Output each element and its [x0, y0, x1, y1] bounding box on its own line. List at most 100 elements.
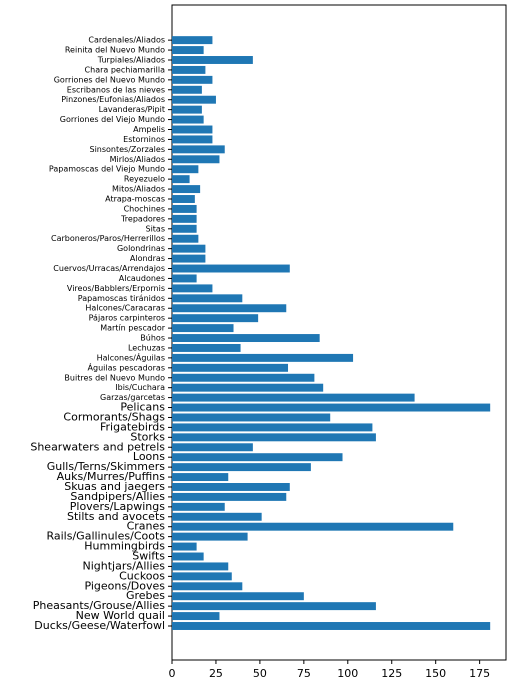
- bar: [172, 56, 253, 64]
- bar: [172, 65, 206, 74]
- y-tick-label: Estorninos: [123, 135, 165, 144]
- y-tick-label: Ibis/Cuchara: [115, 383, 165, 392]
- x-tick-label: 50: [253, 667, 267, 680]
- bar: [172, 492, 287, 501]
- x-tick-label: 125: [381, 667, 402, 680]
- bar: [172, 334, 320, 343]
- bar: [172, 204, 197, 213]
- y-tick-label: Papamoscas del Viejo Mundo: [49, 165, 165, 174]
- y-tick-label: Alondras: [130, 254, 165, 263]
- y-tick-label: Golondrinas: [117, 244, 165, 253]
- bar: [172, 582, 243, 591]
- y-tick-label: Papamoscas tiránidos: [78, 294, 165, 303]
- bar: [172, 294, 243, 303]
- bar: [172, 403, 491, 412]
- y-tick-label: Pheasants/Grouse/Allies: [33, 599, 165, 612]
- bar: [172, 502, 225, 511]
- bar: [172, 195, 195, 203]
- y-tick-label: Águilas pescadoras: [88, 361, 165, 372]
- y-tick-label: Skuas and jaegers: [64, 480, 165, 493]
- bar: [172, 552, 204, 561]
- bar: [172, 254, 206, 263]
- y-tick-label: Garzas/garcetas: [100, 393, 165, 402]
- y-tick-label: Búhos: [140, 334, 165, 343]
- bar: [172, 622, 491, 630]
- y-tick-label: Storks: [130, 430, 165, 443]
- y-tick-label: Auks/Murres/Puffins: [57, 470, 166, 483]
- y-tick-label: Plovers/Lapwings: [70, 500, 166, 513]
- bar: [172, 512, 262, 521]
- bar: [172, 314, 259, 323]
- bar: [172, 423, 373, 432]
- bar: [172, 483, 290, 491]
- bar: [172, 433, 376, 442]
- y-tick-label: Lavanderas/Pipit: [99, 105, 165, 114]
- y-tick-label: Halcones/Caracaras: [85, 304, 165, 313]
- plot-frame: [171, 4, 507, 661]
- y-tick-label: Pájaros carpinteros: [89, 314, 165, 323]
- y-tick-label: Cuckoos: [119, 569, 165, 582]
- y-tick-label: Cranes: [127, 520, 166, 533]
- y-tick-label: Mirlos/Aliados: [110, 155, 165, 164]
- bar: [172, 373, 315, 382]
- bar: [172, 453, 343, 462]
- bar: [172, 75, 213, 84]
- y-tick-label: Escribanos de las nieves: [67, 85, 165, 94]
- bar: [172, 115, 204, 124]
- bar: [172, 214, 197, 223]
- y-tick-label: Pigeons/Doves: [84, 579, 165, 592]
- y-tick-label: Vireos/Babblers/Erpornis: [67, 284, 165, 293]
- y-tick-label: Pelicans: [120, 401, 165, 414]
- x-tick-label: 25: [209, 667, 223, 680]
- x-tick-label: 175: [469, 667, 490, 680]
- bar: [172, 224, 197, 233]
- y-tick-label: Rails/Gallinules/Coots: [46, 530, 165, 543]
- bar: [172, 36, 213, 45]
- y-tick-label: Chochines: [124, 204, 165, 213]
- bar: [172, 562, 229, 571]
- y-tick-label: Lechuzas: [128, 343, 165, 352]
- bar: [172, 155, 220, 164]
- y-tick-label: Nightjars/Allies: [83, 559, 166, 572]
- bar: [172, 542, 197, 551]
- y-tick-label: Gorriones del Nuevo Mundo: [54, 75, 165, 84]
- y-tick-label: Stilts and avocets: [67, 510, 165, 523]
- y-tick-label: Buitres del Nuevo Mundo: [64, 373, 165, 382]
- y-tick-label: Atrapa-moscas: [105, 195, 165, 204]
- bar: [172, 532, 248, 541]
- y-tick-label: Sitas: [145, 224, 165, 233]
- y-tick-label: Cormorants/Shags: [63, 410, 165, 423]
- y-tick-label: Sandpipers/Allies: [70, 490, 165, 503]
- bar: [172, 383, 324, 392]
- bar: [172, 135, 213, 144]
- y-tick-label: Pinzones/Eufonias/Aliados: [61, 95, 165, 104]
- y-tick-label: Mitos/Aliados: [112, 185, 165, 194]
- y-tick-label: Grebes: [126, 589, 165, 602]
- bar: [172, 145, 225, 154]
- y-tick-label: Alcaudones: [119, 274, 165, 283]
- y-tick-label: Chara pechiamarilla: [85, 65, 166, 74]
- bar: [172, 572, 232, 581]
- y-tick-label: Reyezuelo: [124, 175, 165, 184]
- x-tick-label: 0: [169, 667, 176, 680]
- y-tick-label: Frigatebirds: [100, 420, 165, 433]
- bar: [172, 46, 204, 55]
- y-tick-label: Cardenales/Aliados: [88, 36, 165, 45]
- y-tick-label: Ampelis: [133, 125, 165, 134]
- y-tick-label: Turpiales/Aliados: [97, 55, 165, 64]
- bar: [172, 274, 197, 283]
- bar: [172, 165, 199, 174]
- bar: [172, 602, 376, 611]
- y-tick-label: Carboneros/Paros/Herrerillos: [51, 234, 165, 243]
- y-tick-label: Gorriones del Viejo Mundo: [60, 115, 165, 124]
- y-tick-label: Shearwaters and petrels: [30, 440, 165, 453]
- bar: [172, 473, 229, 482]
- y-tick-label: Sinsontes/Zorzales: [89, 145, 165, 154]
- bar: [172, 244, 206, 253]
- bar: [172, 592, 304, 601]
- y-tick-label: Swifts: [132, 549, 165, 562]
- bar: [172, 324, 234, 333]
- bar: [172, 363, 289, 372]
- bar: [172, 234, 199, 243]
